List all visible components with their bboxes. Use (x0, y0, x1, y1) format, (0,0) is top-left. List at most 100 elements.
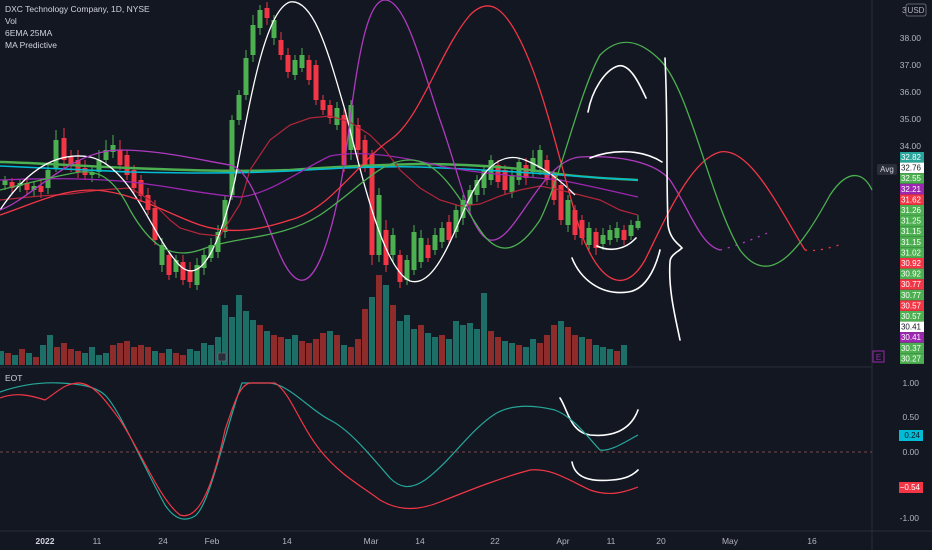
candle (600, 228, 606, 250)
volume-bar (250, 320, 256, 365)
svg-text:31.02: 31.02 (901, 248, 922, 257)
svg-text:30.41: 30.41 (901, 323, 922, 332)
volume-bar (537, 343, 543, 365)
price-badges: 32.8232.7632.5532.2131.6231.2631.2531.15… (900, 152, 924, 364)
candlesticks (2, 2, 641, 290)
price-badge: 31.26 (900, 205, 924, 216)
predictive-red-dots (804, 243, 843, 252)
eot-tick-label: 0.00 (902, 447, 919, 457)
candle (299, 48, 305, 72)
legend-symbol[interactable]: DXC Technology Company, 1D, NYSE (5, 4, 150, 14)
candle (243, 50, 249, 100)
volume-bar (327, 331, 333, 365)
price-tick-label: 37.00 (900, 60, 922, 70)
time-axis-label: Feb (205, 536, 220, 546)
svg-text:30.41: 30.41 (901, 333, 922, 342)
annotation-curve-mid (589, 150, 663, 163)
volume-bar (208, 345, 214, 365)
time-axis-label: 24 (158, 536, 168, 546)
candle (474, 175, 480, 202)
svg-text:30.92: 30.92 (901, 270, 922, 279)
time-axis-label: 20 (656, 536, 666, 546)
time-axis[interactable]: 2022 11 24 Feb 14 Mar 14 22 Apr 11 20 May 16 (36, 536, 817, 546)
legend-volume[interactable]: Vol (5, 16, 17, 26)
volume-bar (453, 321, 459, 365)
candle (9, 178, 15, 194)
price-badge: 32.82 (900, 152, 924, 163)
volume-bar (124, 341, 130, 365)
hand-annotations (559, 57, 684, 482)
svg-text:32.55: 32.55 (901, 174, 922, 183)
svg-text:E: E (876, 353, 881, 362)
candle (579, 215, 585, 245)
volume-bar (0, 351, 4, 365)
legend-ma-predictive[interactable]: MA Predictive (5, 40, 57, 50)
volume-bar (138, 345, 144, 365)
volume-bar (103, 353, 109, 365)
candle (320, 95, 326, 115)
volume-bar (572, 335, 578, 365)
ma-red-line (0, 115, 639, 237)
currency-badge[interactable]: 3 USD (902, 3, 927, 17)
volume-bar (502, 341, 508, 365)
volume-bar (425, 333, 431, 365)
volume-bar (439, 335, 445, 365)
candle (628, 220, 634, 240)
volume-bar (544, 335, 550, 365)
svg-text:32.21: 32.21 (901, 185, 922, 194)
price-tick-label: 34.00 (900, 141, 922, 151)
predictive-red-line (0, 5, 806, 281)
candle (369, 150, 375, 265)
annotation-eot-upper (559, 397, 639, 437)
eot-red-line (0, 382, 639, 517)
candle (2, 176, 8, 190)
price-axis[interactable]: 38.00 37.00 36.00 35.00 34.00 (900, 33, 922, 151)
volume-bar (313, 339, 319, 365)
candle (180, 255, 186, 285)
svg-text:30.77: 30.77 (901, 291, 922, 300)
candle (565, 195, 571, 232)
candle (313, 60, 319, 105)
dividend-icon[interactable] (217, 352, 227, 362)
volume-bar (131, 347, 137, 365)
svg-text:−0.54: −0.54 (900, 483, 921, 492)
volume-bar (82, 353, 88, 365)
volume-bar (474, 329, 480, 365)
time-axis-label: 11 (607, 536, 616, 546)
earnings-marker[interactable]: E (872, 350, 885, 363)
candle (264, 2, 270, 25)
candle (159, 238, 165, 272)
candle (334, 102, 340, 130)
candle (502, 165, 508, 195)
volume-bar (481, 293, 487, 365)
candle (117, 140, 123, 170)
price-badge: 30.27 (900, 353, 924, 364)
volume-bar (61, 343, 67, 365)
price-badge: 30.77 (900, 279, 924, 290)
candle (257, 5, 263, 35)
candle (327, 100, 333, 124)
volume-bar (159, 353, 165, 365)
candle (306, 55, 312, 85)
candle (124, 150, 130, 180)
volume-bar (26, 353, 32, 365)
price-badge: 30.57 (900, 311, 924, 322)
price-tick-label: 35.00 (900, 114, 922, 124)
volume-bar (397, 321, 403, 365)
candle (446, 215, 452, 245)
time-axis-label: 2022 (36, 536, 55, 546)
volume-bar (446, 339, 452, 365)
candle (75, 150, 81, 178)
volume-bar (166, 349, 172, 365)
volume-bar (495, 337, 501, 365)
eot-axis[interactable]: 1.000.500.00-0.50-1.00 (900, 378, 920, 523)
volume-bar (362, 309, 368, 365)
svg-text:0.24: 0.24 (904, 431, 920, 440)
volume-bar (460, 325, 466, 365)
legend-ema-ma[interactable]: 6EMA 25MA (5, 28, 53, 38)
volume-bar (54, 347, 60, 365)
time-axis-label: 16 (807, 536, 817, 546)
volume-bar (5, 353, 11, 365)
legend-eot[interactable]: EOT (5, 373, 23, 383)
